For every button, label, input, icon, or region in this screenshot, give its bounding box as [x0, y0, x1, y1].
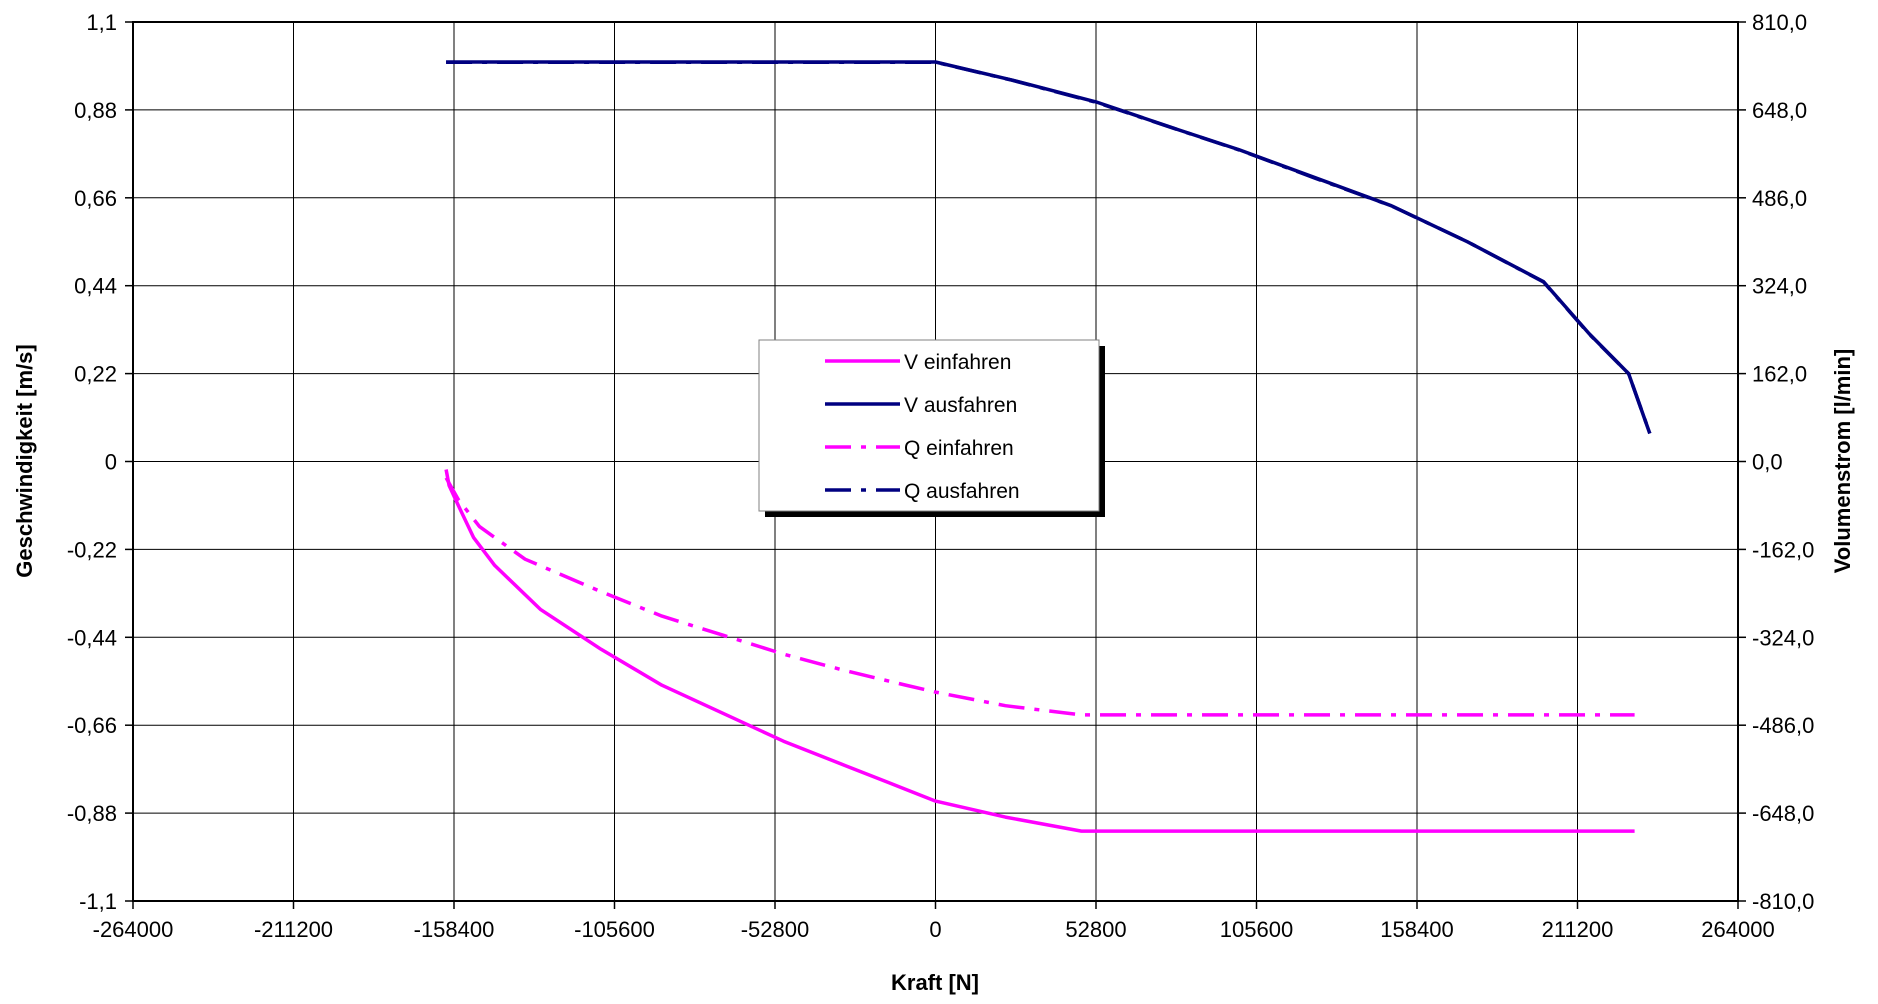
series-layer — [444, 60, 1652, 833]
x-tick-label: -158400 — [414, 917, 495, 942]
y-tick-label: -0,22 — [67, 537, 117, 562]
y2-tick-label: -486,0 — [1752, 713, 1814, 738]
x-tick-label: 158400 — [1380, 917, 1453, 942]
y2-tick-label: 324,0 — [1752, 274, 1807, 299]
x-tick-label: -264000 — [93, 917, 174, 942]
x-tick-label: -105600 — [574, 917, 655, 942]
y-tick-label: 0,66 — [74, 186, 117, 211]
legend-box — [758, 339, 1100, 512]
y2-tick-label: 648,0 — [1752, 98, 1807, 123]
series-line-q-ausfahren — [446, 60, 1652, 434]
x-tick-label: -52800 — [741, 917, 810, 942]
series-line-v-einfahren — [444, 469, 1635, 833]
y2-tick-label: -324,0 — [1752, 625, 1814, 650]
x-axis-ticks: -264000 -211200 -158400 -105600 -52800 0 52800… — [93, 901, 1775, 942]
y-axis-title: Geschwindigkeit [m/s] — [12, 344, 37, 578]
y-tick-label: 0,88 — [74, 98, 117, 123]
y2-tick-label: -810,0 — [1752, 889, 1814, 914]
y2-tick-label: 486,0 — [1752, 186, 1807, 211]
legend-label: Q einfahren — [904, 437, 1014, 460]
x-tick-label: -211200 — [254, 917, 333, 942]
y2-tick-label: 0,0 — [1752, 450, 1783, 475]
y-tick-label: 0,44 — [74, 274, 117, 299]
y-tick-label: -0,66 — [67, 713, 117, 738]
y2-axis-title: Volumenstrom [l/min] — [1830, 349, 1855, 574]
legend-items: V einfahren V ausfahren Q einfahren Q ausfa… — [825, 351, 1020, 503]
legend: V einfahren V ausfahren Q einfahren Q ausfa… — [758, 339, 1105, 517]
y2-tick-label: 810,0 — [1752, 10, 1807, 35]
y-tick-label: -0,88 — [67, 801, 117, 826]
y2-tick-label: -162,0 — [1752, 537, 1814, 562]
y-tick-label: 0 — [105, 450, 117, 475]
y2-tick-label: 162,0 — [1752, 362, 1807, 387]
y2-axis-ticks: 810,0 648,0 486,0 324,0 162,0 0,0 -162,0 -324,0… — [1738, 10, 1814, 914]
y-tick-label: 1,1 — [86, 10, 117, 35]
x-tick-label: 211200 — [1542, 917, 1614, 942]
legend-label: V ausfahren — [904, 394, 1017, 417]
legend-label: V einfahren — [904, 351, 1011, 374]
x-tick-label: 105600 — [1220, 917, 1293, 942]
x-tick-label: 264000 — [1701, 917, 1774, 942]
x-tick-label: 0 — [929, 917, 941, 942]
y-tick-label: -1,1 — [79, 889, 117, 914]
series-line-q-einfahren — [444, 476, 1635, 717]
x-tick-label: 52800 — [1065, 917, 1126, 942]
y-axis-ticks: 1,1 0,88 0,66 0,44 0,22 0 -0,22 -0,44 -0,66 -0,88… — [67, 10, 133, 914]
legend-label: Q ausfahren — [904, 480, 1020, 503]
y2-tick-label: -648,0 — [1752, 801, 1814, 826]
y-tick-label: -0,44 — [67, 625, 117, 650]
x-axis-title: Kraft [N] — [891, 970, 979, 995]
y-tick-label: 0,22 — [74, 362, 117, 387]
